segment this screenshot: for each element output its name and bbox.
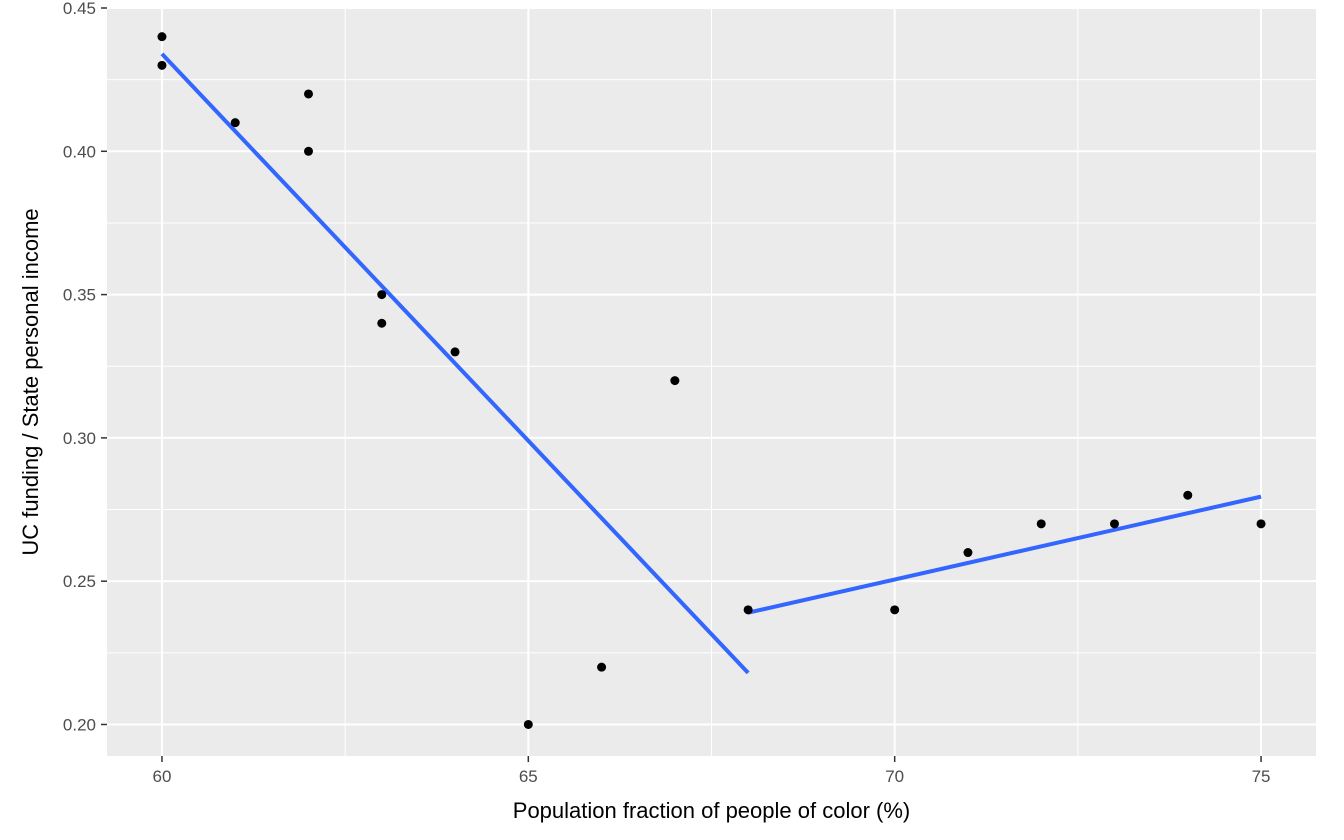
fit-line <box>747 494 1262 615</box>
y-tick-label: 0.30 <box>63 429 96 448</box>
data-point <box>157 32 167 42</box>
data-point <box>1256 519 1266 529</box>
data-point <box>304 89 313 99</box>
y-tick-label: 0.20 <box>63 715 96 734</box>
y-tick-label: 0.45 <box>63 0 96 18</box>
data-point <box>523 719 533 729</box>
data-point <box>1183 490 1193 500</box>
y-axis: 0.20 0.25 0.30 0.35 0.40 0.45 <box>63 0 107 734</box>
data-point <box>743 605 753 615</box>
data-points <box>157 32 1266 729</box>
data-point <box>1036 519 1046 529</box>
y-tick-label: 0.40 <box>63 142 96 161</box>
y-tick-label: 0.35 <box>63 286 96 305</box>
major-gridlines <box>107 7 1316 756</box>
data-point <box>597 662 607 672</box>
data-point <box>890 605 900 615</box>
x-axis-title: Population fraction of people of color (… <box>513 798 910 823</box>
x-tick-label: 60 <box>152 767 171 786</box>
data-point <box>157 60 167 70</box>
x-axis: 60 65 70 75 <box>152 756 1271 786</box>
data-point <box>377 290 387 300</box>
fit-line <box>160 52 750 675</box>
x-tick-label: 65 <box>519 767 538 786</box>
minor-gridlines <box>107 8 1316 756</box>
data-point <box>377 318 387 328</box>
data-point <box>1110 519 1119 529</box>
data-point <box>450 347 460 357</box>
x-tick-label: 75 <box>1252 767 1271 786</box>
x-tick-label: 70 <box>885 767 904 786</box>
data-point <box>670 376 680 386</box>
data-point <box>230 118 240 128</box>
data-point <box>304 146 313 156</box>
fit-lines <box>160 52 1262 675</box>
y-tick-label: 0.25 <box>63 572 96 591</box>
data-point <box>963 548 973 558</box>
y-axis-title: UC funding / State personal income <box>18 208 43 555</box>
